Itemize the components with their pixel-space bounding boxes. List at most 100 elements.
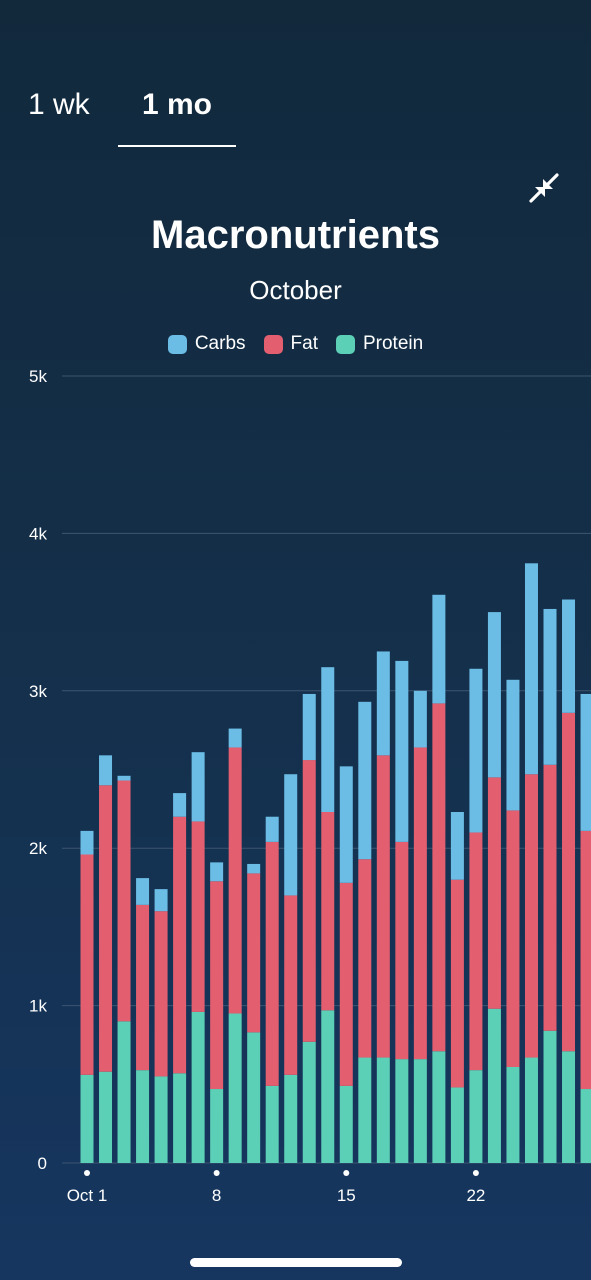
bar-fat-day-24 (506, 810, 520, 1067)
legend-item-protein[interactable]: Protein (335, 333, 423, 355)
bar-carbs-day-27 (562, 599, 576, 713)
bar-protein-day-23 (487, 1008, 501, 1163)
bar-fat-day-28 (580, 830, 591, 1090)
y-tick-label-2k: 2k (29, 839, 47, 858)
x-tick-dot-15 (343, 1170, 350, 1176)
y-tick-label-3k: 3k (29, 682, 47, 701)
legend-item-fat[interactable]: Fat (263, 333, 318, 355)
bar-protein-day-13 (302, 1041, 316, 1163)
bar-protein-day-11 (265, 1085, 279, 1163)
bar-protein-day-14 (321, 1010, 335, 1163)
bar-fat-day-20 (432, 703, 446, 1052)
bar-carbs-day-7 (191, 752, 205, 822)
bar-carbs-day-10 (247, 863, 261, 874)
chart-legend: Carbs Fat Protein (0, 333, 591, 355)
bar-protein-day-3 (117, 1021, 131, 1163)
bar-fat-day-5 (154, 911, 168, 1077)
legend-label-fat: Fat (290, 333, 318, 354)
tab-1-week[interactable]: 1 wk (28, 88, 90, 121)
bar-fat-day-22 (469, 832, 483, 1071)
bar-protein-day-25 (524, 1057, 538, 1163)
bar-protein-day-12 (284, 1074, 298, 1163)
bar-protein-day-7 (191, 1011, 205, 1163)
bar-protein-day-2 (99, 1071, 113, 1163)
bar-fat-day-4 (136, 904, 150, 1071)
bar-carbs-day-28 (580, 693, 591, 831)
y-tick-label-5k: 5k (29, 367, 47, 386)
bar-carbs-day-11 (265, 816, 279, 842)
bar-carbs-day-18 (395, 660, 409, 842)
home-indicator (190, 1258, 402, 1267)
bar-carbs-day-4 (136, 878, 150, 905)
bar-carbs-day-22 (469, 668, 483, 833)
bar-fat-day-18 (395, 841, 409, 1060)
range-tabs: 1 wk 1 mo (0, 88, 591, 148)
bar-carbs-day-3 (117, 775, 131, 781)
bar-carbs-day-20 (432, 594, 446, 704)
bar-fat-day-9 (228, 747, 242, 1014)
bar-carbs-day-19 (413, 690, 427, 748)
bar-fat-day-23 (487, 777, 501, 1009)
active-tab-underline (118, 145, 236, 147)
legend-swatch-protein (335, 334, 355, 354)
bar-fat-day-13 (302, 760, 316, 1042)
bar-carbs-day-26 (543, 608, 557, 765)
bar-carbs-day-8 (210, 862, 224, 882)
x-tick-label-8: 8 (212, 1186, 221, 1205)
bar-fat-day-6 (173, 816, 187, 1074)
bar-fat-day-1 (80, 854, 94, 1075)
bar-carbs-day-25 (524, 563, 538, 775)
tab-1-month[interactable]: 1 mo (141, 88, 213, 121)
bar-protein-day-26 (543, 1030, 557, 1163)
x-tick-dot-1 (84, 1170, 90, 1176)
x-tick-dot-22 (472, 1170, 479, 1176)
legend-item-carbs[interactable]: Carbs (167, 333, 246, 355)
bar-carbs-day-5 (154, 889, 168, 912)
bar-fat-day-21 (450, 879, 464, 1088)
bar-protein-day-5 (154, 1076, 168, 1163)
bar-fat-day-26 (543, 764, 557, 1031)
bar-carbs-day-15 (339, 766, 353, 883)
bar-fat-day-7 (191, 821, 205, 1012)
collapse-arrows-icon[interactable] (526, 170, 562, 206)
bar-carbs-day-16 (358, 701, 372, 860)
legend-label-carbs: Carbs (194, 333, 246, 354)
bar-carbs-day-2 (99, 755, 113, 786)
bar-carbs-day-13 (302, 693, 316, 761)
bar-protein-day-10 (247, 1032, 261, 1163)
bar-protein-day-15 (339, 1085, 353, 1163)
bar-fat-day-11 (265, 841, 279, 1086)
bar-protein-day-21 (450, 1087, 464, 1163)
bar-carbs-day-24 (506, 679, 520, 811)
bar-fat-day-14 (321, 811, 335, 1011)
bar-carbs-day-9 (228, 728, 242, 748)
y-tick-label-1k: 1k (29, 997, 47, 1016)
legend-swatch-fat (263, 334, 283, 354)
x-tick-dot-8 (213, 1170, 220, 1176)
bar-fat-day-12 (284, 895, 298, 1075)
bar-carbs-day-23 (487, 612, 501, 778)
x-tick-label-1: Oct 1 (67, 1186, 108, 1205)
bar-fat-day-15 (339, 882, 353, 1086)
bar-fat-day-25 (524, 774, 538, 1058)
bar-protein-day-9 (228, 1013, 242, 1163)
bar-carbs-day-12 (284, 774, 298, 896)
x-tick-label-15: 15 (337, 1186, 356, 1205)
chart-title: Macronutrients (151, 213, 440, 257)
y-tick-label-0: 0 (38, 1154, 47, 1173)
chart-subtitle: October (249, 275, 342, 305)
bar-protein-day-6 (173, 1073, 187, 1163)
bar-carbs-day-1 (80, 830, 94, 855)
x-tick-label-22: 22 (466, 1186, 485, 1205)
y-tick-label-4k: 4k (29, 524, 47, 543)
bar-fat-day-27 (562, 712, 576, 1052)
bar-fat-day-17 (376, 755, 390, 1058)
bar-protein-day-8 (210, 1089, 224, 1163)
bar-protein-day-18 (395, 1059, 409, 1163)
bar-carbs-day-6 (173, 793, 187, 817)
bar-protein-day-1 (80, 1074, 94, 1163)
bar-protein-day-24 (506, 1066, 520, 1163)
bar-protein-day-16 (358, 1057, 372, 1163)
bar-fat-day-8 (210, 881, 224, 1090)
